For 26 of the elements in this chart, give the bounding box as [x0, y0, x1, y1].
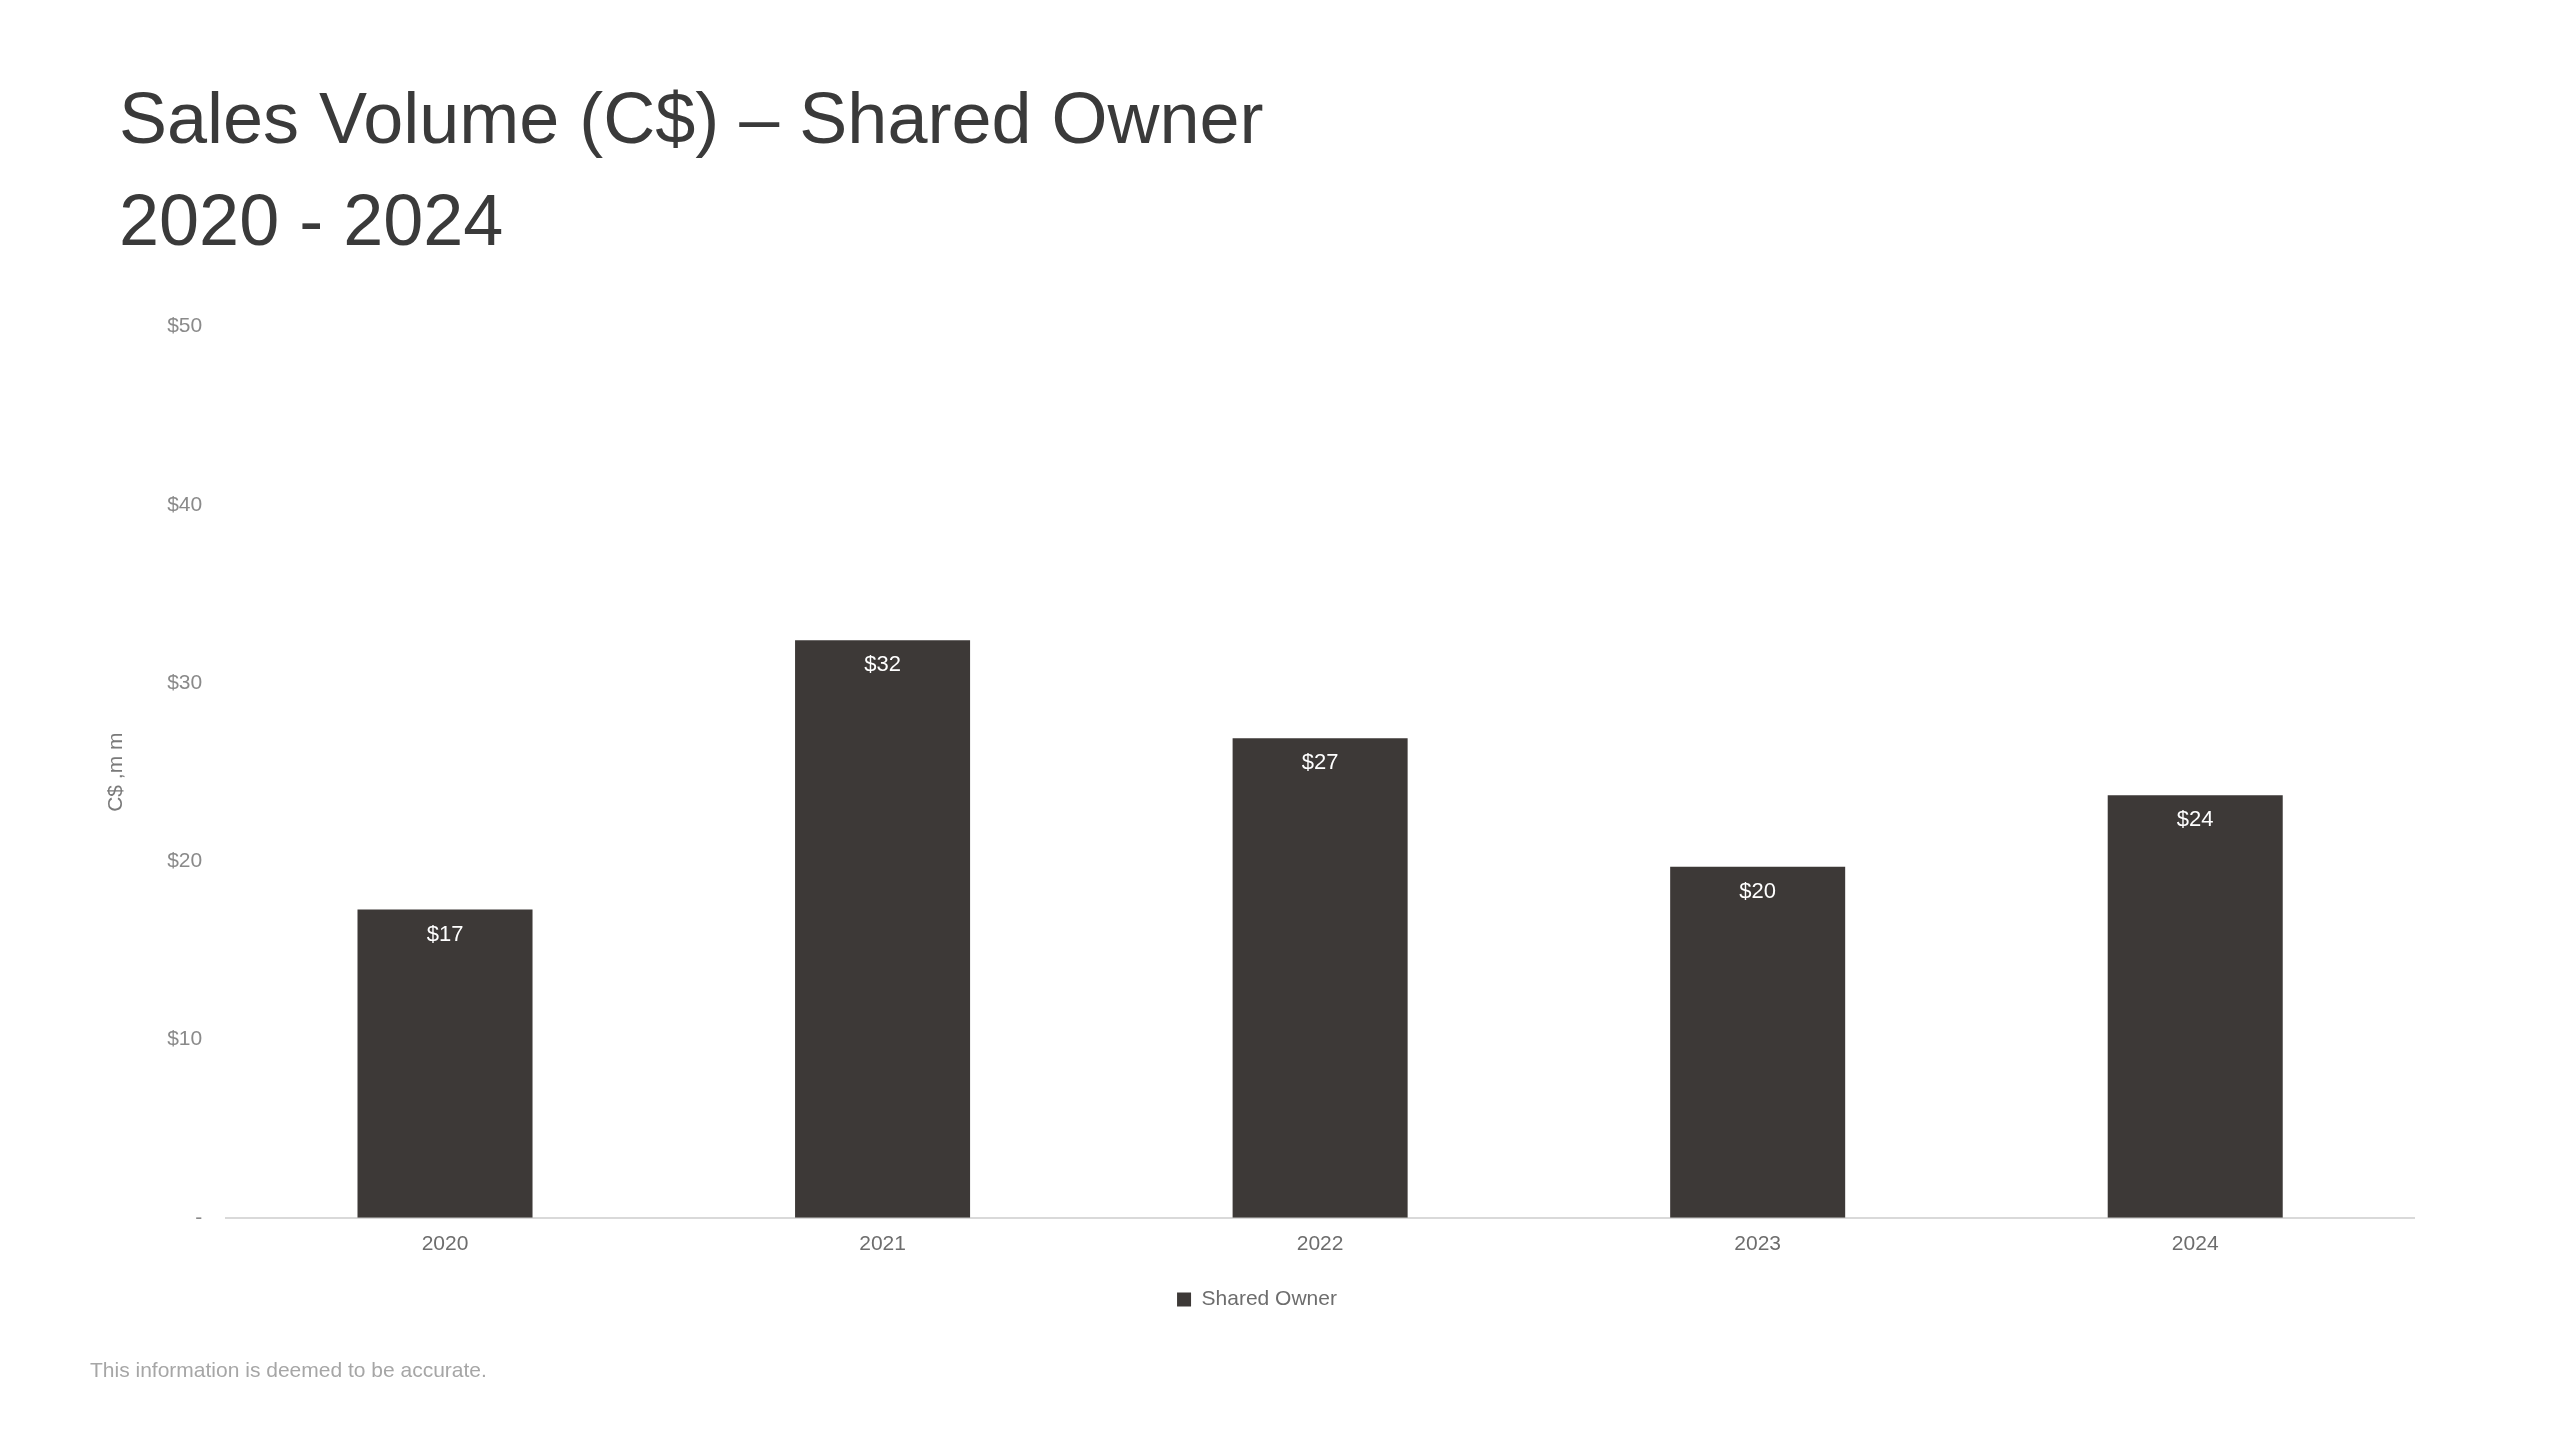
y-tick-label: $40	[167, 491, 203, 515]
x-tick-label: 2023	[1734, 1231, 1782, 1255]
bar	[1670, 866, 1846, 1218]
chart-subtitle: 2020 - 2024	[119, 180, 504, 260]
y-tick-label: -	[195, 1204, 203, 1228]
bar	[2107, 795, 2283, 1218]
x-tick-label: 2024	[2171, 1231, 2219, 1255]
data-label: $17	[426, 920, 464, 946]
data-label: $27	[1301, 749, 1339, 775]
legend-label: Shared Owner	[1201, 1286, 1337, 1310]
y-tick-label: $20	[167, 848, 203, 872]
y-tick-label: $30	[167, 669, 203, 693]
x-tick-label: 2021	[859, 1231, 906, 1255]
x-tick-label: 2022	[1296, 1231, 1344, 1255]
data-label: $32	[864, 651, 901, 677]
x-tick-label: 2020	[421, 1231, 469, 1255]
bar	[1232, 738, 1408, 1218]
y-axis-title: C$ ,m m	[103, 732, 127, 812]
chart-title: Sales Volume (C$) – Shared Owner	[119, 78, 1264, 158]
data-label: $20	[1739, 877, 1777, 903]
text: This information is deemed to be accurate.	[90, 1358, 487, 1382]
data-label: $24	[2176, 806, 2214, 832]
bar	[357, 909, 533, 1218]
y-tick-label: $10	[167, 1026, 203, 1050]
bar	[795, 640, 971, 1218]
y-tick-label: $50	[167, 313, 203, 337]
